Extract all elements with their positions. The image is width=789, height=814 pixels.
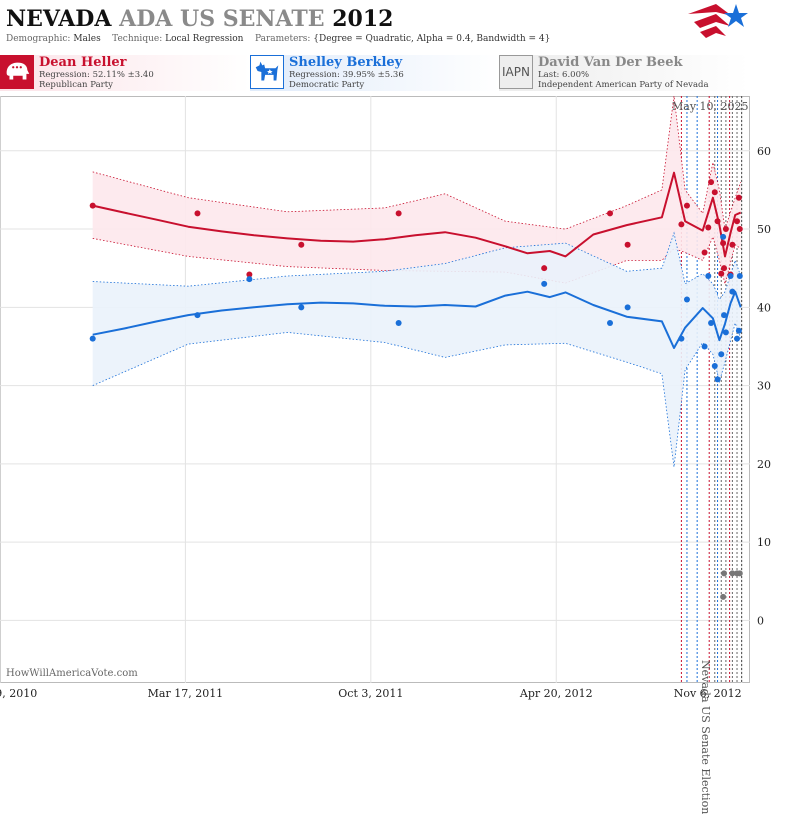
poll-point: [89, 335, 96, 342]
poll-point: [735, 194, 742, 201]
election-label: Nevada US Senate Election: [699, 660, 712, 814]
poll-point: [708, 319, 715, 326]
poll-point: [395, 210, 402, 217]
poll-point: [298, 241, 305, 248]
poll-point: [720, 240, 727, 247]
poll-point: [718, 351, 725, 358]
poll-point: [721, 312, 728, 319]
poll-point: [705, 224, 712, 231]
donkey-icon: [250, 55, 284, 89]
poll-point: [705, 273, 712, 280]
y-tick-label: 40: [757, 301, 771, 314]
confidence-band: [92, 233, 741, 467]
candidate-party: Independent American Party of Nevada: [538, 80, 709, 90]
x-tick-label: Mar 17, 2011: [148, 687, 224, 700]
y-tick-label: 10: [757, 536, 771, 549]
candidate-card-van-der-beek: IAPN David Van Der Beek Last: 6.00% Inde…: [499, 55, 749, 91]
poll-point: [607, 319, 614, 326]
candidate-card-berkley: Shelley Berkley Regression: 39.95% ±5.36…: [250, 55, 500, 91]
poll-point: [678, 335, 685, 342]
candidate-party: Democratic Party: [289, 80, 365, 90]
band-lower-line: [92, 321, 742, 468]
poll-point: [607, 210, 614, 217]
trend-line: [92, 171, 742, 258]
poll-point: [734, 335, 741, 342]
candidate-card-heller: Dean Heller Regression: 52.11% ±3.40 Rep…: [0, 55, 250, 91]
poll-point: [729, 570, 736, 577]
y-tick-label: 50: [757, 223, 771, 236]
chart-canvas: 0 10 20 30 40 50 60 Aug 29, 2010 Mar 17, 2011 Oct…: [0, 95, 771, 700]
poll-point: [720, 593, 727, 600]
x-tick-label: Nov 6, 2012: [674, 687, 742, 700]
date-stamp: May 10, 2025: [672, 100, 749, 113]
poll-point: [683, 296, 690, 303]
poll-point: [246, 271, 253, 278]
elephant-icon: [0, 55, 34, 89]
poll-point: [711, 363, 718, 370]
page-title: NEVADA ADA US SENATE 2012: [6, 6, 394, 32]
poll-point: [729, 241, 736, 248]
poll-point: [736, 570, 743, 577]
x-tick-label: Oct 3, 2011: [338, 687, 403, 700]
poll-point: [721, 265, 728, 272]
x-tick-label: Apr 20, 2012: [519, 687, 593, 700]
poll-point: [298, 304, 305, 311]
x-tick-label: Aug 29, 2010: [0, 687, 37, 700]
candidate-party: Republican Party: [39, 80, 113, 90]
confidence-band: [92, 96, 741, 284]
party-badge: IAPN: [499, 55, 533, 89]
candidate-last: Last: 6.00%: [538, 70, 590, 80]
y-tick-label: 30: [757, 380, 771, 393]
candidate-regression: Regression: 52.11% ±3.40: [39, 70, 154, 80]
poll-point: [736, 273, 743, 280]
y-tick-label: 20: [757, 458, 771, 471]
poll-point: [734, 218, 741, 225]
site-credit: HowWillAmericaVote.com: [6, 668, 138, 679]
parameters-line: Demographic: Males Technique: Local Regr…: [6, 34, 551, 44]
poll-point: [246, 276, 253, 283]
y-tick-label: 60: [757, 145, 771, 158]
poll-point: [541, 280, 548, 287]
poll-point: [718, 270, 725, 277]
poll-point: [714, 218, 721, 225]
candidate-regression: Regression: 39.95% ±5.36: [289, 70, 404, 80]
flag-star-logo: [688, 4, 748, 38]
y-tick-label: 0: [757, 614, 764, 627]
poll-point: [624, 304, 631, 311]
band-upper-line: [92, 231, 742, 301]
candidate-name: David Van Der Beek: [538, 55, 683, 70]
poll-point: [708, 179, 715, 186]
candidate-name: Shelley Berkley: [289, 55, 403, 70]
poll-point: [395, 319, 402, 326]
poll-point: [722, 226, 729, 233]
poll-point: [721, 570, 728, 577]
poll-point: [701, 249, 708, 256]
band-upper-line: [92, 95, 742, 230]
candidate-name: Dean Heller: [39, 55, 127, 70]
poll-point: [722, 329, 729, 336]
poll-point: [89, 202, 96, 209]
poll-point: [624, 241, 631, 248]
poll-point: [727, 273, 734, 280]
poll-point: [194, 312, 201, 319]
poll-point: [541, 265, 548, 272]
poll-point: [194, 210, 201, 217]
poll-point: [701, 343, 708, 350]
poll-point: [683, 202, 690, 209]
poll-point: [736, 226, 743, 233]
poll-point: [714, 376, 721, 383]
poll-point: [729, 288, 736, 295]
trend-line: [92, 290, 742, 349]
poll-point: [735, 327, 742, 334]
poll-point: [711, 189, 718, 196]
poll-point: [678, 221, 685, 228]
poll-point: [720, 233, 727, 240]
